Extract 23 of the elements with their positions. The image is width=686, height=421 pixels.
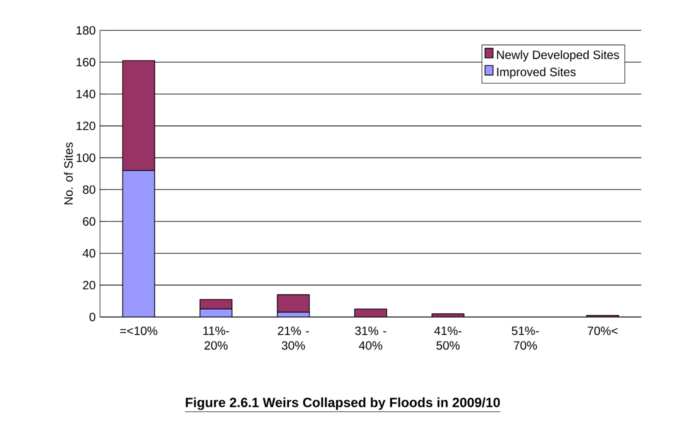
y-tick-label: 20 [83, 280, 96, 290]
text: Figure 2.6.1 Weirs Collapsed by Floods in 2009/10 [186, 397, 500, 410]
x-tick-label: 70%< [588, 326, 618, 336]
x-tick-label: 51%- 70% [512, 326, 539, 350]
y-axis-title: No. of Sites [64, 142, 73, 204]
bar [276, 294, 310, 313]
legend-label: Newly Developed Sites [497, 50, 620, 62]
y-tick-label: 40 [82, 249, 96, 258]
legend-label: Improved Sites [497, 67, 576, 79]
x-tick-label: 41%- 50% [434, 326, 462, 350]
y-tick-label: 80 [82, 185, 96, 194]
y-tick-label: 180 [76, 26, 96, 35]
y-tick-label: 60 [83, 217, 96, 226]
x-tick-label: 11%- 20% [203, 326, 230, 350]
y-tick-label: 120 [76, 122, 96, 130]
x-tick-label: 21% - 30% [278, 326, 309, 350]
y-tick-label: 140 [76, 90, 96, 98]
bar [122, 60, 156, 171]
x-tick-label: =<10% [120, 326, 158, 336]
y-tick-label: 0 [90, 312, 96, 322]
x-tick-label: 31% - 40% [355, 326, 386, 350]
y-tick-label: 100 [76, 153, 96, 162]
y-tick-label: 160 [76, 58, 96, 66]
